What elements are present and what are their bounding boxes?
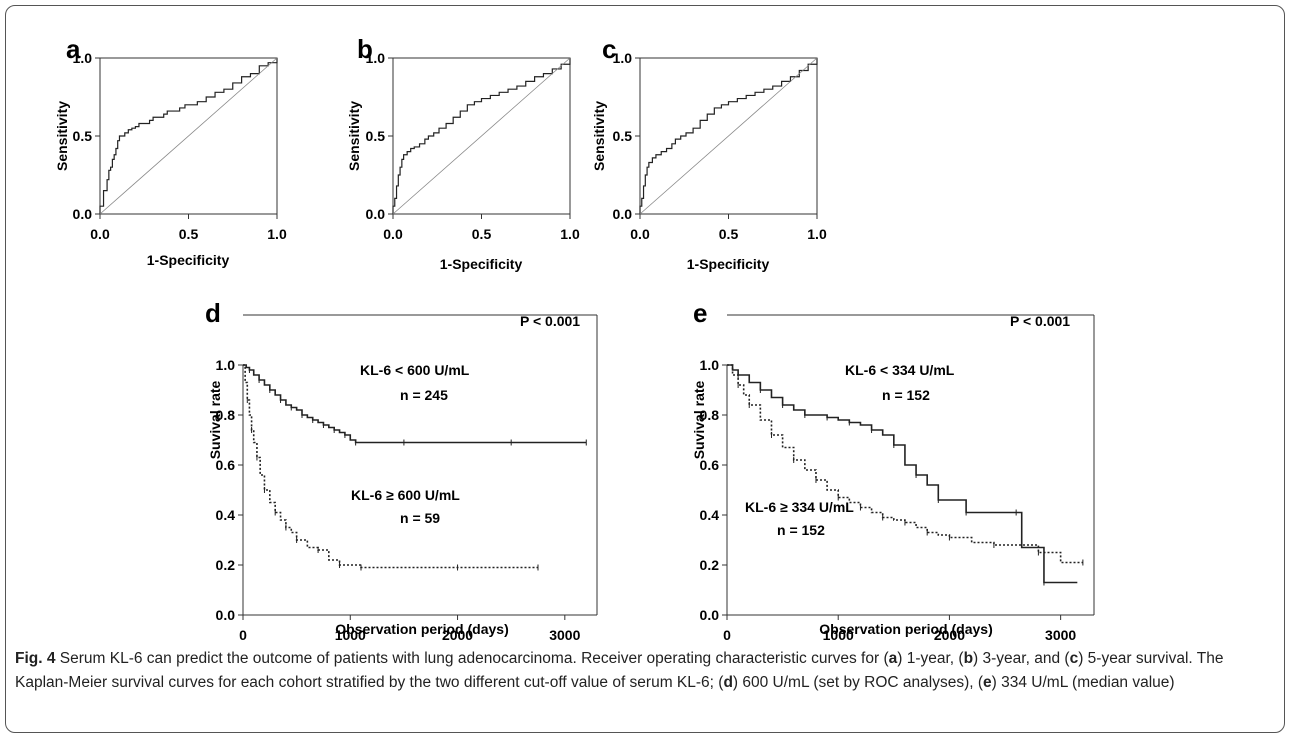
panel-c-reference-diagonal [639, 57, 818, 215]
panel-d-series-1-label: KL-6 < 600 U/mL [360, 362, 470, 378]
caption-text: ) 1-year, ( [897, 650, 964, 667]
panel-c-ytick-label: 1.0 [613, 50, 633, 66]
panel-d-label: d [205, 298, 221, 328]
panel-a-ylabel: Sensitivity [54, 101, 70, 171]
panel-e-series-2-line [727, 364, 1083, 564]
panel-b-xtick-label: 0.5 [472, 226, 492, 242]
panel-e-label: e [693, 298, 707, 328]
panel-a-label: a [66, 34, 81, 64]
panel-b-roc-3-year: b Sensitivity 1-Specificity 0.0 0.5 1.0 0.0… [346, 34, 580, 272]
panel-e-xlabel: Observation period (days) [819, 621, 992, 637]
figure-plots: a Sensitivity 1-Specificity 0.0 0.5 1.0 0.0… [54, 34, 1095, 640]
caption-ref-d: d [723, 674, 733, 691]
panel-b-label: b [357, 34, 373, 64]
panel-e-ytick-label: 0.2 [700, 557, 720, 573]
caption-title: Serum KL-6 can predict the outcome of pa… [59, 650, 577, 667]
panel-c-ytick-label: 0.0 [613, 206, 633, 222]
caption-text: ) 334 U/mL (median value) [991, 674, 1175, 691]
panel-d-series-2-label: KL-6 ≥ 600 U/mL [351, 487, 460, 503]
panel-d-xtick-label: 1000 [335, 627, 366, 640]
panel-d-xtick-label: 0 [239, 627, 247, 640]
caption-ref-c: c [1069, 650, 1079, 667]
panel-d-ytick-label: 0.2 [216, 557, 236, 573]
panel-d-ytick-label: 0.8 [216, 407, 236, 423]
panel-e-xtick-label: 2000 [934, 627, 965, 640]
panel-d-ytick-label: 0.4 [216, 507, 236, 523]
caption-ref-e: e [983, 674, 992, 691]
panel-d-ytick-label: 0.6 [216, 457, 236, 473]
panel-c-ytick-label: 0.5 [613, 128, 633, 144]
panel-b-reference-diagonal [392, 57, 571, 215]
panel-c-xlabel: 1-Specificity [687, 256, 770, 272]
panel-b-ylabel: Sensitivity [346, 101, 362, 171]
panel-d-series-2-line [243, 364, 538, 569]
panel-a-xtick-label: 0.5 [179, 226, 199, 242]
panel-d-series-1-line [243, 364, 587, 444]
caption-text: ) 3-year, [973, 650, 1030, 667]
panel-d-ytick-label: 0.0 [216, 607, 236, 623]
panel-a-roc-1-year: a Sensitivity 1-Specificity 0.0 0.5 1.0 0.0… [54, 34, 287, 268]
panel-a-xlabel: 1-Specificity [147, 252, 230, 268]
panel-c-roc-5-year: c Sensitivity 1-Specificity 0.0 0.5 1.0 0.0… [591, 34, 827, 272]
panel-e-p-value: P < 0.001 [1010, 313, 1070, 329]
caption-text: ) 5-year survival. The Kaplan-Meier surv… [15, 650, 1224, 691]
panel-e-km-334: e Suvival rate Observation period (days)… [691, 298, 1095, 640]
panel-e-xtick-label: 1000 [823, 627, 854, 640]
panel-a-series-1-line [99, 58, 278, 214]
panel-b-xtick-label: 1.0 [560, 226, 580, 242]
figure-caption: Fig. 4 Serum KL-6 can predict the outcom… [15, 647, 1277, 695]
panel-e-ytick-label: 0.0 [700, 607, 720, 623]
panel-a-xtick-label: 0.0 [90, 226, 110, 242]
panel-d-km-600: d Suvival rate Observation period (days)… [205, 298, 598, 640]
panel-e-ytick-label: 1.0 [700, 357, 720, 373]
panel-a-ytick-label: 0.5 [73, 128, 93, 144]
panel-b-ytick-label: 1.0 [366, 50, 386, 66]
caption-ref-a: a [888, 650, 898, 667]
panel-a-reference-diagonal [99, 57, 278, 215]
panel-c-ylabel: Sensitivity [591, 101, 607, 171]
panel-d-p-value: P < 0.001 [520, 313, 580, 329]
panel-e-xtick-label: 3000 [1045, 627, 1076, 640]
panel-e-series-1-line [727, 364, 1078, 584]
panel-e-series-2-n: n = 152 [777, 522, 825, 538]
figure-frame [5, 5, 1285, 733]
panel-d-series-2-n: n = 59 [400, 510, 440, 526]
panel-c-xtick-label: 0.5 [719, 226, 739, 242]
panel-a-ytick-label: 1.0 [73, 50, 93, 66]
panel-b-series-1-line [392, 58, 571, 214]
caption-fig-label: Fig. 4 [15, 650, 56, 667]
panel-e-series-1-label: KL-6 < 334 U/mL [845, 362, 955, 378]
panel-a-ytick-label: 0.0 [73, 206, 93, 222]
panel-e-ytick-label: 0.8 [700, 407, 720, 423]
caption-text: ) 600 U/mL (set by [732, 674, 860, 691]
panel-c-xtick-label: 1.0 [807, 226, 827, 242]
panel-d-ylabel: Suvival rate [207, 380, 223, 459]
panel-e-ylabel: Suvival rate [691, 380, 707, 459]
panel-d-series-1-n: n = 245 [400, 387, 448, 403]
caption-text: and ( [1034, 650, 1070, 667]
panel-d-xtick-label: 3000 [549, 627, 580, 640]
panel-e-xtick-label: 0 [723, 627, 731, 640]
panel-c-series-1-line [639, 58, 818, 214]
panel-c-label: c [602, 34, 616, 64]
caption-text: ROC analyses), ( [864, 674, 984, 691]
panel-e-series-1-n: n = 152 [882, 387, 930, 403]
panel-c-xtick-label: 0.0 [630, 226, 650, 242]
panel-b-ytick-label: 0.5 [366, 128, 386, 144]
panel-a-xtick-label: 1.0 [267, 226, 287, 242]
panel-d-xtick-label: 2000 [442, 627, 473, 640]
panel-d-ytick-label: 1.0 [216, 357, 236, 373]
panel-b-xlabel: 1-Specificity [440, 256, 523, 272]
panel-d-xlabel: Observation period (days) [335, 621, 508, 637]
panel-b-xtick-label: 0.0 [383, 226, 403, 242]
caption-text: Receiver operating characteristic curves… [581, 650, 889, 667]
panel-e-ytick-label: 0.4 [700, 507, 720, 523]
panel-e-ytick-label: 0.6 [700, 457, 720, 473]
panel-b-ytick-label: 0.0 [366, 206, 386, 222]
caption-ref-b: b [963, 650, 974, 667]
panel-e-series-2-label: KL-6 ≥ 334 U/mL [745, 499, 854, 515]
